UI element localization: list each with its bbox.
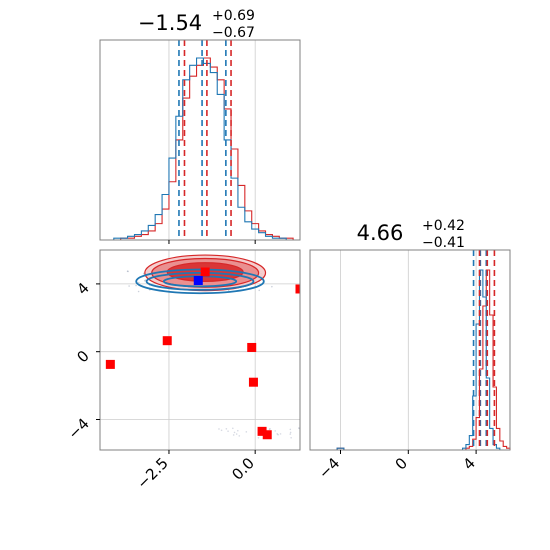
contour-blue-1 xyxy=(145,271,255,291)
background-sample-point xyxy=(274,430,277,432)
red-square-marker-6 xyxy=(257,426,267,436)
contour-blue-0 xyxy=(135,268,265,295)
title-param-1: −1.54 +0.69−0.67 xyxy=(138,8,255,41)
scatter-layer xyxy=(105,254,300,440)
red-square-marker-2 xyxy=(162,336,172,346)
blue-square-marker-0 xyxy=(193,276,203,286)
background-sample-point xyxy=(227,430,229,432)
title-param-1-upper: +0.69 xyxy=(212,8,255,24)
background-sample-point xyxy=(290,436,292,439)
background-sample-point xyxy=(289,431,292,434)
scatter-y-tick-label-0: −4 xyxy=(64,415,92,443)
red-square-marker-0 xyxy=(200,267,210,277)
background-sample-point xyxy=(238,435,241,437)
background-sample-point xyxy=(232,434,235,436)
hist-top-frame xyxy=(99,39,301,241)
title-param-1-value: −1.54 xyxy=(138,11,202,35)
background-sample-point xyxy=(276,433,279,435)
title-param-1-lower: −0.67 xyxy=(212,25,255,41)
red-square-marker-5 xyxy=(248,377,258,387)
scatter-frame xyxy=(99,249,301,451)
background-sample-point xyxy=(297,427,300,429)
background-sample-point xyxy=(289,428,292,431)
red-square-marker-1 xyxy=(295,284,300,294)
background-sample-point xyxy=(225,427,228,430)
background-sample-point xyxy=(269,427,271,430)
hist-right-x-tick-label-1: 0 xyxy=(392,454,411,473)
hist-right-frame xyxy=(309,249,511,451)
title-param-2-value: 4.66 xyxy=(357,221,404,245)
background-sample-point xyxy=(143,279,146,282)
title-param-2: 4.66 +0.42−0.41 xyxy=(357,218,465,251)
background-sample-point xyxy=(128,285,130,287)
title-param-2-lower: −0.41 xyxy=(422,235,465,251)
background-sample-point xyxy=(127,270,129,273)
background-sample-point xyxy=(271,285,273,288)
background-sample-point xyxy=(245,431,248,433)
scatter-x-tick-label-0: −2.5 xyxy=(133,454,171,492)
background-sample-point xyxy=(218,428,220,430)
scatter-y-tick-label-2: 4 xyxy=(73,279,92,298)
hist-top-red-series xyxy=(100,57,300,241)
background-sample-point xyxy=(138,281,140,284)
hist-right-x-tick-label-0: −4 xyxy=(315,454,343,482)
background-sample-point xyxy=(268,428,271,431)
background-sample-point xyxy=(235,433,238,435)
background-sample-point xyxy=(279,433,282,435)
background-sample-point xyxy=(135,284,137,287)
hist-right-x-tick-label-2: 4 xyxy=(459,454,478,473)
background-sample-point xyxy=(257,437,260,439)
background-sample-point xyxy=(220,429,223,432)
scatter-y-tick-label-1: 0 xyxy=(73,347,92,366)
background-sample-point xyxy=(233,431,236,434)
red-square-marker-4 xyxy=(105,359,115,369)
title-param-2-upper: +0.42 xyxy=(422,218,465,234)
red-square-marker-7 xyxy=(262,430,272,440)
background-sample-point xyxy=(289,433,292,435)
background-sample-point xyxy=(258,289,261,292)
background-sample-point xyxy=(137,290,140,293)
background-sample-point xyxy=(142,272,145,275)
hist-top-blue-series xyxy=(100,57,300,241)
scatter-x-tick-label-1: 0.0 xyxy=(228,454,258,484)
red-square-marker-3 xyxy=(247,342,257,352)
background-sample-point xyxy=(277,433,279,436)
background-sample-point xyxy=(232,427,234,430)
background-sample-point xyxy=(236,429,239,432)
